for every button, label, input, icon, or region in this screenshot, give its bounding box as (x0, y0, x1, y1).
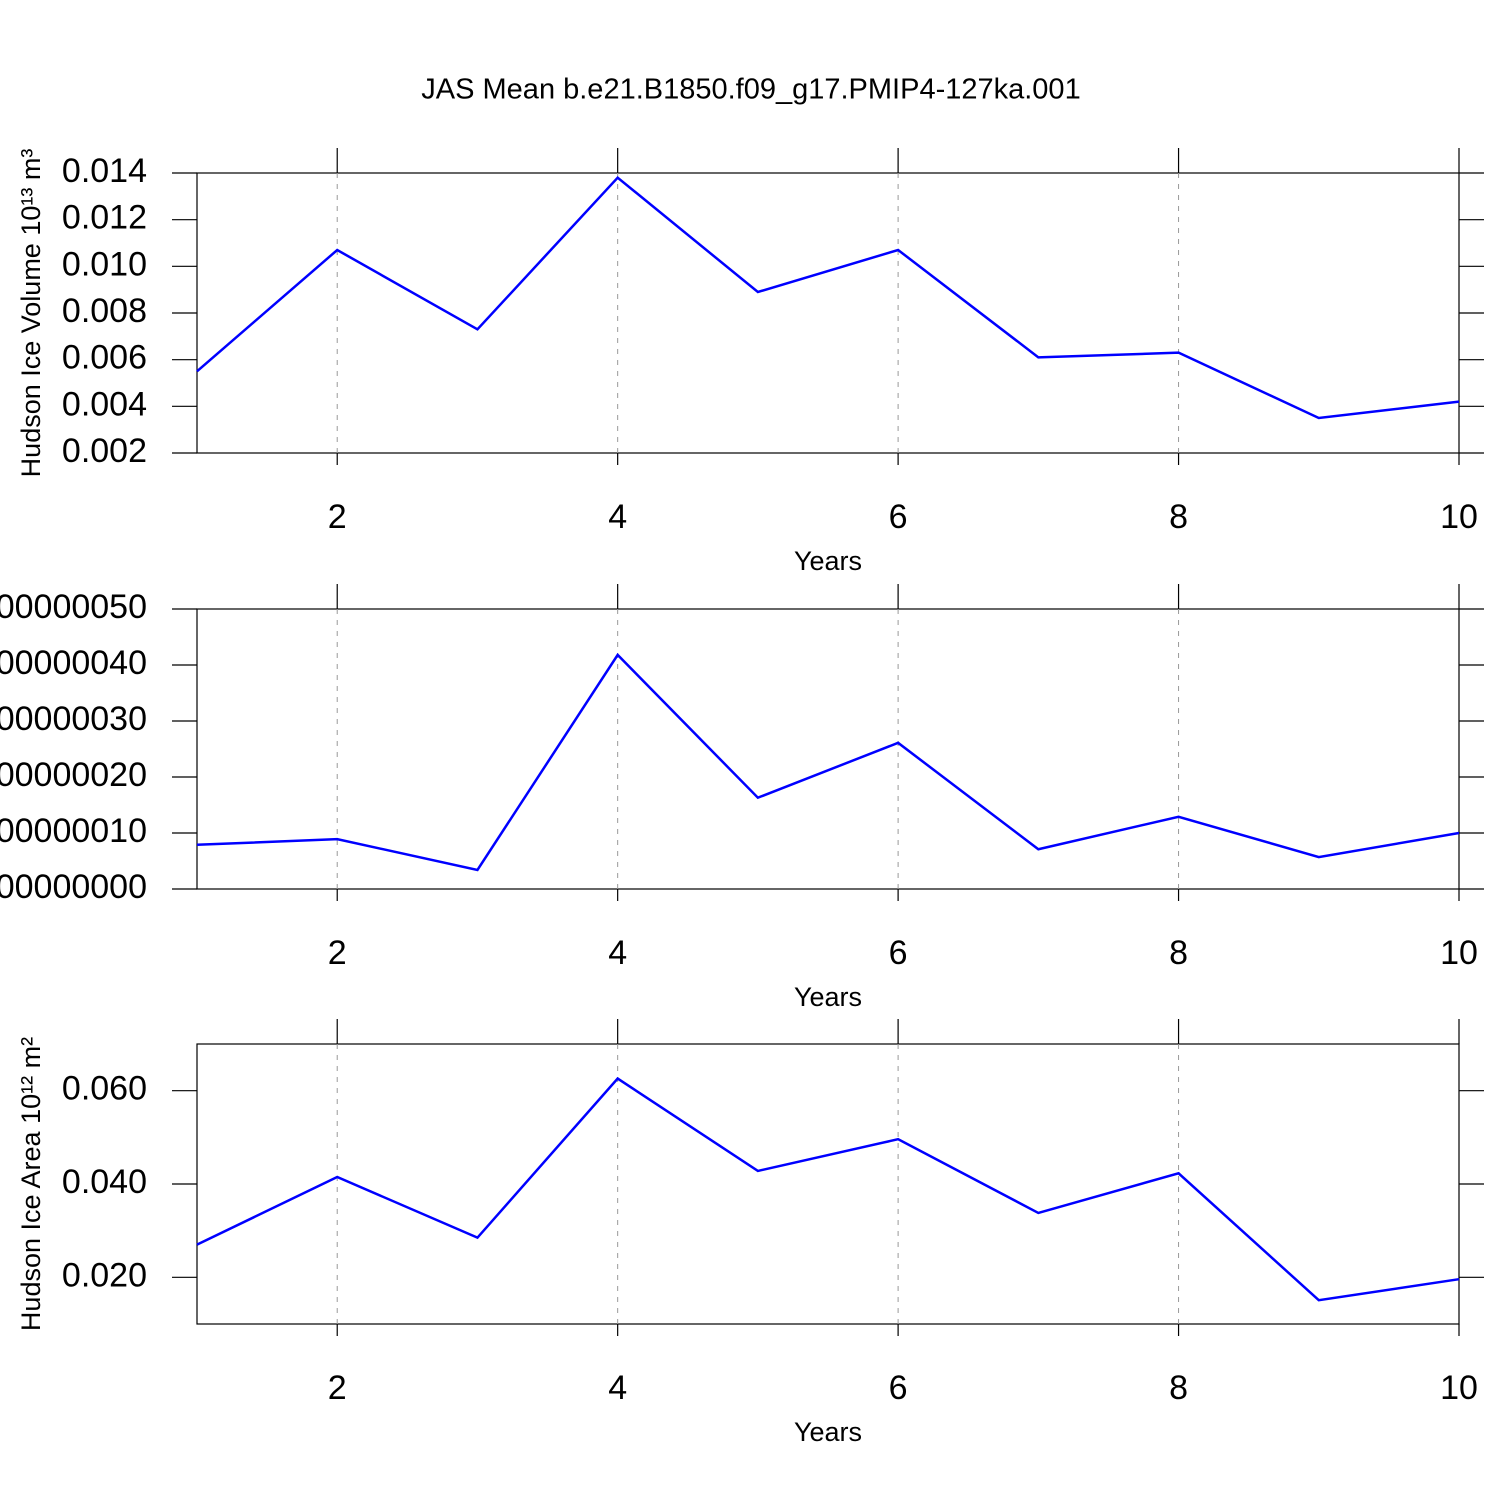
x-tick-label: 10 (1440, 498, 1478, 536)
y-tick-label: 0.006 (62, 339, 147, 377)
plot-frame (196, 172, 1460, 454)
x-tick-label: 8 (1169, 934, 1188, 972)
y-tick-label: 0.008 (62, 292, 147, 330)
y-axis-title: Hudson Ice Area 10¹² m² (16, 1037, 46, 1331)
y-tick-label: 0.00000030 (0, 700, 147, 738)
y-tick-label: 0.00000000 (0, 868, 147, 906)
y-tick-label: 0.014 (62, 152, 147, 190)
y-tick-label: 0.00000050 (0, 588, 147, 626)
x-tick-label: 2 (328, 1369, 347, 1407)
x-tick-label: 4 (608, 498, 627, 536)
y-tick-label: 0.012 (62, 199, 147, 237)
x-tick-label: 6 (889, 934, 908, 972)
x-tick-label: 8 (1169, 1369, 1188, 1407)
x-axis-title: Years (794, 982, 862, 1012)
y-tick-label: 0.002 (62, 432, 147, 470)
data-line (196, 175, 1460, 420)
chart-title: JAS Mean b.e21.B1850.f09_g17.PMIP4-127ka… (421, 74, 1080, 106)
x-tick-label: 2 (328, 498, 347, 536)
y-tick-label: 0.060 (62, 1070, 147, 1108)
x-tick-label: 6 (889, 498, 908, 536)
plot-frame (196, 608, 1460, 890)
x-axis-title: Years (794, 546, 862, 576)
x-tick-label: 8 (1169, 498, 1188, 536)
x-tick-label: 10 (1440, 1369, 1478, 1407)
y-axis-title: Hudson Ice Volume 10¹³ m³ (16, 149, 46, 478)
x-tick-label: 4 (608, 934, 627, 972)
data-line (196, 652, 1460, 872)
x-tick-label: 4 (608, 1369, 627, 1407)
x-tick-label: 10 (1440, 934, 1478, 972)
y-tick-label: 0.004 (62, 385, 147, 423)
y-tick-label: 0.040 (62, 1163, 147, 1201)
x-axis-title: Years (794, 1417, 862, 1447)
y-tick-label: 0.020 (62, 1256, 147, 1294)
x-tick-label: 6 (889, 1369, 908, 1407)
data-line (196, 1076, 1460, 1302)
plot-frame (196, 1043, 1460, 1325)
y-tick-label: 0.00000010 (0, 812, 147, 850)
y-tick-label: 0.010 (62, 245, 147, 283)
y-tick-label: 0.00000020 (0, 756, 147, 794)
x-tick-label: 2 (328, 934, 347, 972)
y-tick-label: 0.00000040 (0, 644, 147, 682)
